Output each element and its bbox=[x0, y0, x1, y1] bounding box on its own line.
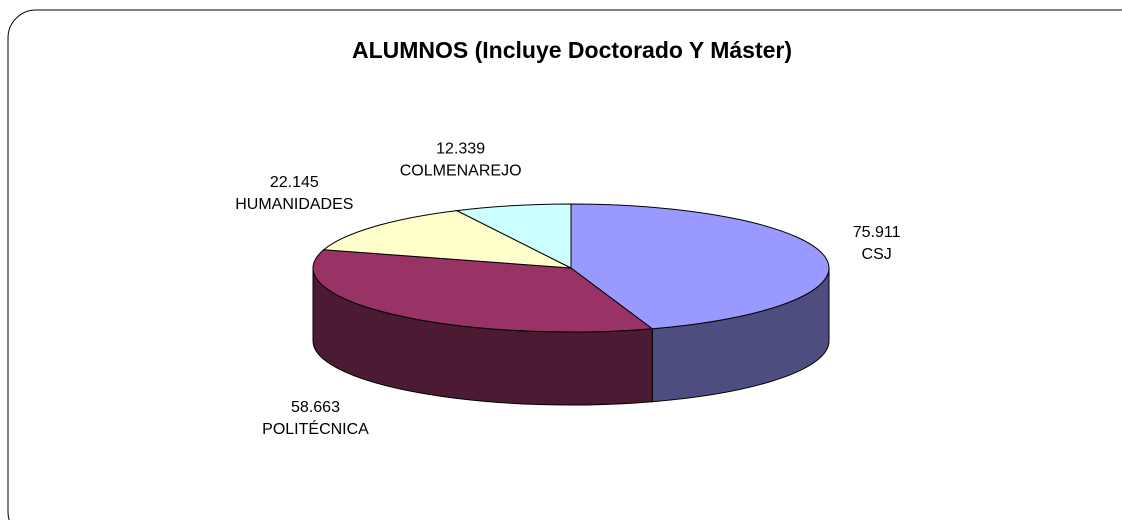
category-label: CSJ bbox=[862, 246, 892, 263]
data-label: 22.145 bbox=[270, 174, 319, 191]
slice bbox=[570, 203, 830, 330]
chart-title: ALUMNOS (Incluye Doctorado Y Máster) bbox=[352, 37, 792, 63]
data-label: 58.663 bbox=[291, 399, 340, 416]
data-label: 12.339 bbox=[436, 140, 485, 157]
slice bbox=[455, 203, 572, 269]
category-label: HUMANIDADES bbox=[235, 196, 353, 213]
category-label: COLMENAREJO bbox=[400, 162, 522, 179]
slice bbox=[322, 210, 572, 269]
category-label: POLITÉCNICA bbox=[262, 419, 369, 438]
data-label: 75.911 bbox=[853, 224, 901, 241]
slice bbox=[312, 249, 654, 333]
